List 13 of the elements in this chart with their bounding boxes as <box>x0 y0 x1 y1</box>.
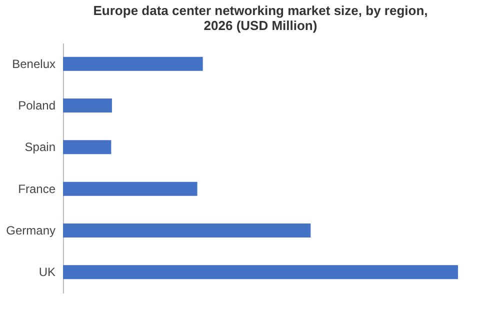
y-tick-label: France <box>18 182 56 196</box>
bar <box>63 224 311 238</box>
bar <box>63 56 203 71</box>
bar <box>63 265 458 280</box>
bar <box>63 98 112 112</box>
y-tick-label: Germany <box>6 224 56 238</box>
bar <box>63 140 112 154</box>
chart-title: Europe data center networking market size, by region, 2026 (USD Million) <box>93 3 428 33</box>
y-tick-label: Spain <box>24 140 56 154</box>
y-tick-label: Poland <box>18 98 56 112</box>
y-tick-label: UK <box>38 265 56 280</box>
bar <box>63 182 198 196</box>
y-tick-label: Benelux <box>12 56 56 71</box>
